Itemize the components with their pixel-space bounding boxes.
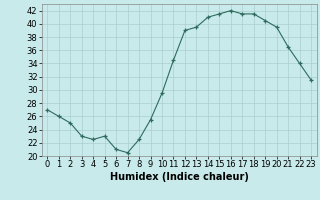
- X-axis label: Humidex (Indice chaleur): Humidex (Indice chaleur): [110, 172, 249, 182]
